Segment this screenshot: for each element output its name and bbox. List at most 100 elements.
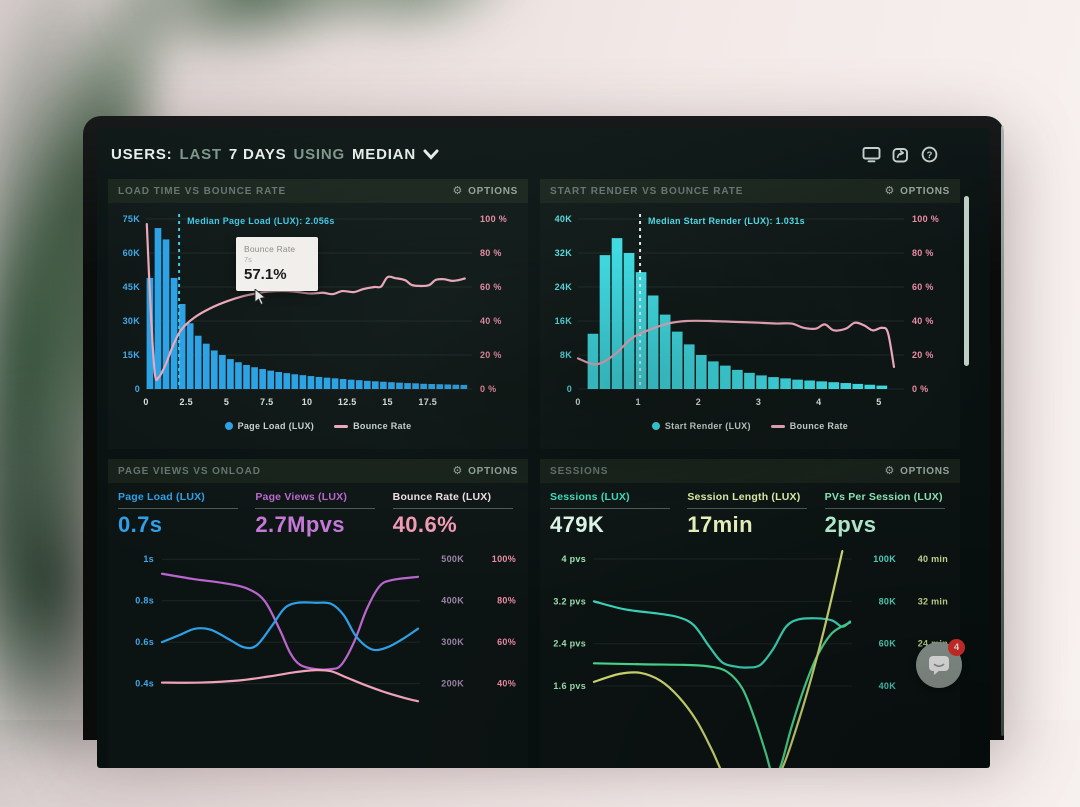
load-time-vs-bounce-rate-canvas: 75K 100 % 60K 80 % 45K 60 % 30K 40 % 15K 20 % 0 0 %…: [123, 214, 507, 407]
dashboard-screen: USERS: LAST 7 DAYS USING MEDIAN ?: [97, 128, 990, 768]
chevron-down-icon[interactable]: [423, 149, 439, 160]
metric: Session Length (LUX) 17min: [687, 491, 812, 543]
chart-tooltip: Bounce Rate 7s 57.1%: [236, 237, 318, 291]
svg-text:100 %: 100 %: [912, 214, 939, 224]
svg-text:3: 3: [756, 397, 761, 407]
legend-item: Bounce Rate: [334, 421, 411, 431]
svg-text:4 pvs: 4 pvs: [561, 554, 586, 564]
svg-text:4: 4: [816, 397, 821, 407]
svg-text:7.5: 7.5: [260, 397, 273, 407]
options-button[interactable]: ⚙ OPTIONS: [884, 185, 950, 197]
tooltip-value: 57.1%: [244, 266, 287, 283]
metric: Page Views (LUX) 2.7Mpvs: [255, 491, 380, 543]
svg-text:100%: 100%: [492, 554, 516, 564]
dashboard-grid: LOAD TIME VS BOUNCE RATE ⚙ OPTIONS 75K 10…: [108, 179, 978, 768]
plant-blur: [292, 0, 538, 56]
display-icon[interactable]: [862, 146, 881, 163]
page-views-chart[interactable]: 1s 500K 100% 0.8s 400K 80% 0.6s 300K 60% 0.4s 200K…: [112, 547, 524, 768]
svg-text:20 %: 20 %: [480, 350, 502, 360]
chart-legend: Start Render (LUX) Bounce Rate: [544, 420, 956, 438]
title-users: USERS:: [111, 146, 173, 163]
svg-text:60 %: 60 %: [912, 282, 934, 292]
svg-text:0.8s: 0.8s: [135, 596, 154, 606]
title-7days: 7 DAYS: [228, 146, 287, 163]
svg-text:2.5: 2.5: [180, 397, 193, 407]
svg-text:Median Page Load (LUX): 2.056s: Median Page Load (LUX): 2.056s: [187, 216, 335, 226]
svg-text:400K: 400K: [441, 596, 464, 606]
share-icon[interactable]: [892, 146, 910, 163]
svg-text:0 %: 0 %: [912, 384, 928, 394]
svg-text:300K: 300K: [441, 637, 464, 647]
legend-item: Start Render (LUX): [651, 421, 751, 431]
help-icon[interactable]: ?: [921, 146, 938, 163]
panel-title: PAGE VIEWS VS ONLOAD: [118, 465, 261, 477]
svg-text:0: 0: [567, 384, 572, 394]
svg-text:30K: 30K: [123, 316, 141, 326]
metric: Sessions (LUX) 479K: [550, 491, 675, 543]
metric: Page Load (LUX) 0.7s: [118, 491, 243, 543]
svg-text:12.5: 12.5: [338, 397, 357, 407]
panel-title: START RENDER VS BOUNCE RATE: [550, 185, 744, 197]
svg-text:15K: 15K: [123, 350, 141, 360]
start-render-chart[interactable]: 40K 100 % 32K 80 % 24K 60 % 16K 40 % 8K 20 % 0 0 % 0…: [544, 207, 956, 420]
svg-text:75K: 75K: [123, 214, 141, 224]
date-range-dropdown[interactable]: USERS: LAST 7 DAYS USING MEDIAN: [111, 146, 439, 163]
svg-text:1: 1: [636, 397, 641, 407]
panel-title: LOAD TIME VS BOUNCE RATE: [118, 185, 287, 197]
title-median: MEDIAN: [351, 146, 416, 163]
svg-text:100 %: 100 %: [480, 214, 507, 224]
svg-text:3.2 pvs: 3.2 pvs: [553, 596, 586, 606]
options-button[interactable]: ⚙ OPTIONS: [452, 465, 518, 477]
svg-text:0: 0: [575, 397, 580, 407]
svg-text:0: 0: [135, 384, 140, 394]
panel-start-render-vs-bounce-rate: START RENDER VS BOUNCE RATE ⚙ OPTIONS 4 0…: [540, 179, 960, 449]
title-last: LAST: [179, 146, 222, 163]
chat-bubble-icon: [929, 656, 949, 675]
svg-text:15: 15: [382, 397, 393, 407]
start-render-vs-bounce-rate-canvas: 40K 100 % 32K 80 % 24K 60 % 16K 40 % 8K 20 % 0 0 % 0…: [555, 214, 939, 407]
svg-text:200K: 200K: [441, 679, 464, 689]
svg-text:40K: 40K: [879, 681, 897, 691]
svg-text:500K: 500K: [441, 554, 464, 564]
metric: Bounce Rate (LUX) 40.6%: [392, 491, 518, 543]
gear-icon: ⚙: [884, 465, 896, 477]
mouse-cursor: [254, 288, 268, 312]
panel-load-time-vs-bounce-rate: LOAD TIME VS BOUNCE RATE ⚙ OPTIONS 75K 10…: [108, 179, 528, 449]
title-using: USING: [293, 146, 345, 163]
laptop: USERS: LAST 7 DAYS USING MEDIAN ?: [83, 116, 1004, 768]
svg-text:0.4s: 0.4s: [135, 679, 154, 689]
metrics-row: Sessions (LUX) 479K Session Length (LUX) 17…: [540, 483, 960, 543]
dashboard-topbar: USERS: LAST 7 DAYS USING MEDIAN ?: [97, 128, 990, 173]
tooltip-title: Bounce Rate: [244, 244, 296, 254]
chart-legend: Page Load (LUX) Bounce Rate: [112, 420, 524, 438]
svg-text:80K: 80K: [879, 596, 897, 606]
sessions-canvas: 4 pvs 100K 40 min 3.2 pvs 80K 32 min 2.4 pvs 60…: [553, 549, 948, 768]
chat-button[interactable]: 4: [916, 639, 965, 688]
scrollbar[interactable]: [964, 196, 969, 366]
options-button[interactable]: ⚙ OPTIONS: [452, 185, 518, 197]
svg-text:10: 10: [302, 397, 313, 407]
svg-text:100K: 100K: [873, 554, 896, 564]
sessions-chart[interactable]: 4 pvs 100K 40 min 3.2 pvs 80K 32 min 2.4 pvs 60…: [544, 547, 956, 768]
metric: PVs Per Session (LUX) 2pvs: [824, 491, 945, 537]
gear-icon: ⚙: [452, 185, 464, 197]
svg-text:40 min: 40 min: [918, 554, 948, 564]
laptop-edge: [1001, 126, 1004, 736]
svg-text:80 %: 80 %: [480, 248, 502, 258]
gear-icon: ⚙: [452, 465, 464, 477]
svg-text:0.6s: 0.6s: [135, 637, 154, 647]
svg-text:32K: 32K: [555, 248, 573, 258]
svg-text:32 min: 32 min: [918, 596, 948, 606]
plant-blur: [97, 0, 423, 90]
legend-item: Bounce Rate: [770, 421, 848, 431]
options-button[interactable]: ⚙ OPTIONS: [884, 465, 950, 477]
svg-text:8K: 8K: [560, 350, 572, 360]
svg-text:45K: 45K: [123, 282, 141, 292]
svg-text:60 %: 60 %: [480, 282, 502, 292]
svg-text:?: ?: [927, 150, 933, 161]
svg-text:5: 5: [224, 397, 229, 407]
svg-text:2.4 pvs: 2.4 pvs: [553, 639, 586, 649]
svg-text:60%: 60%: [497, 637, 516, 647]
gear-icon: ⚙: [884, 185, 896, 197]
load-time-chart[interactable]: 75K 100 % 60K 80 % 45K 60 % 30K 40 % 15K 20 % 0 0 %…: [112, 207, 524, 420]
